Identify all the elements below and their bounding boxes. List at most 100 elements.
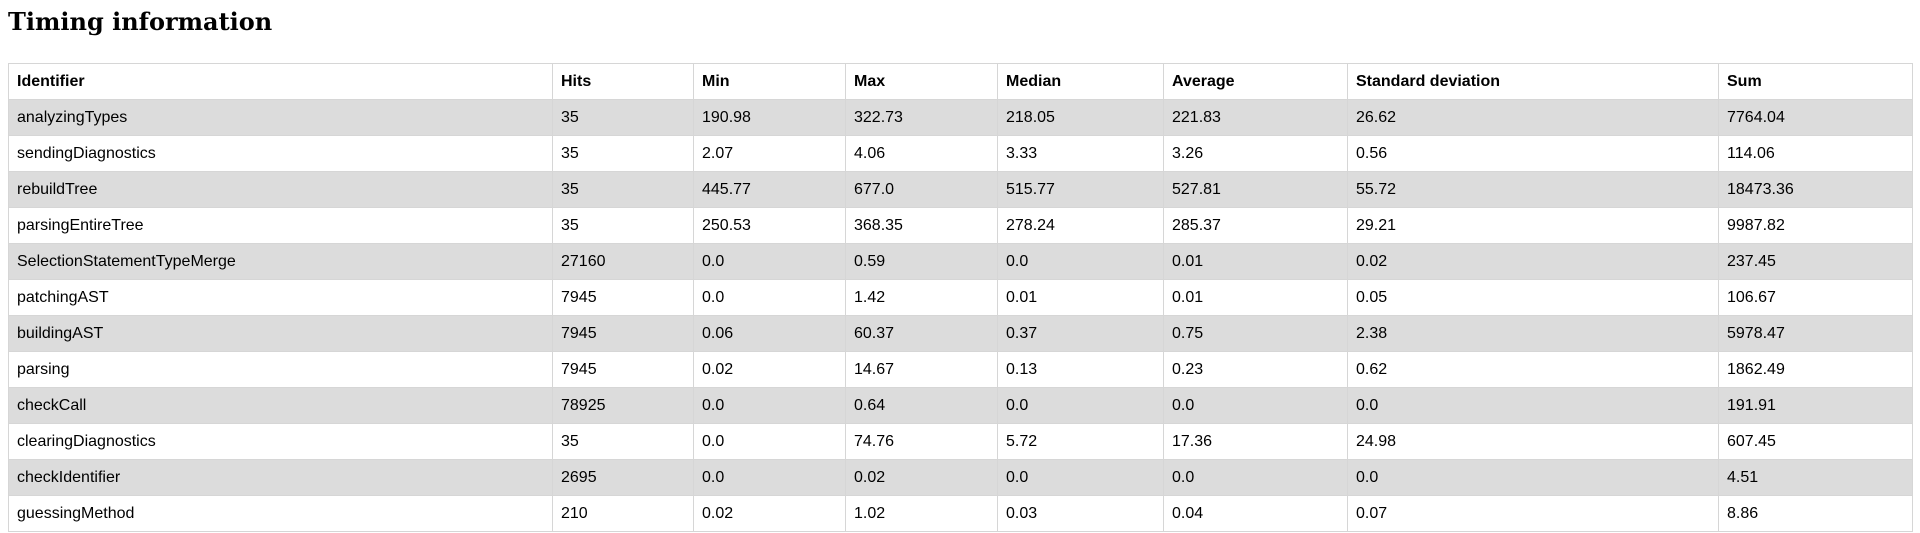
cell-max: 1.42: [845, 279, 998, 316]
cell-average: 0.23: [1163, 351, 1348, 388]
cell-standard-deviation: 29.21: [1347, 207, 1719, 244]
cell-identifier: checkIdentifier: [8, 459, 553, 496]
cell-standard-deviation: 0.05: [1347, 279, 1719, 316]
cell-min: 0.02: [693, 351, 846, 388]
cell-standard-deviation: 0.07: [1347, 495, 1719, 532]
cell-average: 3.26: [1163, 135, 1348, 172]
cell-median: 3.33: [997, 135, 1164, 172]
cell-min: 250.53: [693, 207, 846, 244]
cell-sum: 7764.04: [1718, 99, 1913, 136]
cell-max: 0.59: [845, 243, 998, 280]
cell-hits: 35: [552, 135, 694, 172]
column-header-min: Min: [693, 63, 846, 100]
cell-identifier: patchingAST: [8, 279, 553, 316]
cell-standard-deviation: 0.02: [1347, 243, 1719, 280]
cell-identifier: sendingDiagnostics: [8, 135, 553, 172]
cell-min: 445.77: [693, 171, 846, 208]
table-row: patchingAST 7945 0.0 1.42 0.01 0.01 0.05…: [8, 279, 1913, 316]
cell-median: 5.72: [997, 423, 1164, 460]
cell-max: 1.02: [845, 495, 998, 532]
cell-hits: 78925: [552, 387, 694, 424]
cell-identifier: rebuildTree: [8, 171, 553, 208]
cell-standard-deviation: 0.62: [1347, 351, 1719, 388]
cell-identifier: buildingAST: [8, 315, 553, 352]
cell-hits: 7945: [552, 279, 694, 316]
cell-sum: 237.45: [1718, 243, 1913, 280]
column-header-hits: Hits: [552, 63, 694, 100]
cell-identifier: checkCall: [8, 387, 553, 424]
cell-median: 0.03: [997, 495, 1164, 532]
cell-max: 4.06: [845, 135, 998, 172]
cell-max: 74.76: [845, 423, 998, 460]
cell-sum: 1862.49: [1718, 351, 1913, 388]
cell-median: 515.77: [997, 171, 1164, 208]
cell-sum: 5978.47: [1718, 315, 1913, 352]
cell-standard-deviation: 0.0: [1347, 459, 1719, 496]
table-row: rebuildTree 35 445.77 677.0 515.77 527.8…: [8, 171, 1913, 208]
table-row: buildingAST 7945 0.06 60.37 0.37 0.75 2.…: [8, 315, 1913, 352]
table-row: parsingEntireTree 35 250.53 368.35 278.2…: [8, 207, 1913, 244]
cell-median: 0.01: [997, 279, 1164, 316]
cell-hits: 210: [552, 495, 694, 532]
cell-average: 0.75: [1163, 315, 1348, 352]
cell-hits: 7945: [552, 315, 694, 352]
cell-max: 14.67: [845, 351, 998, 388]
cell-sum: 8.86: [1718, 495, 1913, 532]
cell-min: 0.0: [693, 279, 846, 316]
cell-average: 0.0: [1163, 387, 1348, 424]
table-header-row: Identifier Hits Min Max Median Average S…: [8, 63, 1913, 100]
table-row: checkCall 78925 0.0 0.64 0.0 0.0 0.0 191…: [8, 387, 1913, 424]
table-row: checkIdentifier 2695 0.0 0.02 0.0 0.0 0.…: [8, 459, 1913, 496]
timing-table: Identifier Hits Min Max Median Average S…: [8, 63, 1913, 532]
cell-min: 0.02: [693, 495, 846, 532]
cell-min: 2.07: [693, 135, 846, 172]
cell-hits: 35: [552, 423, 694, 460]
cell-standard-deviation: 24.98: [1347, 423, 1719, 460]
cell-standard-deviation: 2.38: [1347, 315, 1719, 352]
cell-standard-deviation: 55.72: [1347, 171, 1719, 208]
cell-max: 322.73: [845, 99, 998, 136]
column-header-identifier: Identifier: [8, 63, 553, 100]
cell-identifier: clearingDiagnostics: [8, 423, 553, 460]
table-row: SelectionStatementTypeMerge 27160 0.0 0.…: [8, 243, 1913, 280]
cell-median: 278.24: [997, 207, 1164, 244]
cell-average: 221.83: [1163, 99, 1348, 136]
cell-sum: 607.45: [1718, 423, 1913, 460]
cell-average: 0.0: [1163, 459, 1348, 496]
timing-table-container: Identifier Hits Min Max Median Average S…: [8, 63, 1913, 532]
table-row: sendingDiagnostics 35 2.07 4.06 3.33 3.2…: [8, 135, 1913, 172]
cell-average: 0.01: [1163, 279, 1348, 316]
column-header-max: Max: [845, 63, 998, 100]
cell-standard-deviation: 0.56: [1347, 135, 1719, 172]
table-row: analyzingTypes 35 190.98 322.73 218.05 2…: [8, 99, 1913, 136]
cell-max: 0.02: [845, 459, 998, 496]
cell-identifier: parsing: [8, 351, 553, 388]
cell-hits: 35: [552, 171, 694, 208]
cell-median: 0.0: [997, 459, 1164, 496]
cell-median: 0.13: [997, 351, 1164, 388]
cell-average: 0.04: [1163, 495, 1348, 532]
cell-average: 285.37: [1163, 207, 1348, 244]
cell-median: 0.0: [997, 243, 1164, 280]
cell-min: 0.0: [693, 423, 846, 460]
cell-hits: 35: [552, 99, 694, 136]
cell-identifier: guessingMethod: [8, 495, 553, 532]
table-row: parsing 7945 0.02 14.67 0.13 0.23 0.62 1…: [8, 351, 1913, 388]
cell-sum: 9987.82: [1718, 207, 1913, 244]
column-header-median: Median: [997, 63, 1164, 100]
cell-identifier: parsingEntireTree: [8, 207, 553, 244]
cell-max: 368.35: [845, 207, 998, 244]
cell-average: 527.81: [1163, 171, 1348, 208]
cell-min: 190.98: [693, 99, 846, 136]
cell-min: 0.06: [693, 315, 846, 352]
cell-identifier: analyzingTypes: [8, 99, 553, 136]
column-header-standard-deviation: Standard deviation: [1347, 63, 1719, 100]
cell-standard-deviation: 0.0: [1347, 387, 1719, 424]
table-row: guessingMethod 210 0.02 1.02 0.03 0.04 0…: [8, 495, 1913, 532]
cell-median: 0.0: [997, 387, 1164, 424]
cell-max: 677.0: [845, 171, 998, 208]
cell-sum: 106.67: [1718, 279, 1913, 316]
table-row: clearingDiagnostics 35 0.0 74.76 5.72 17…: [8, 423, 1913, 460]
cell-sum: 4.51: [1718, 459, 1913, 496]
